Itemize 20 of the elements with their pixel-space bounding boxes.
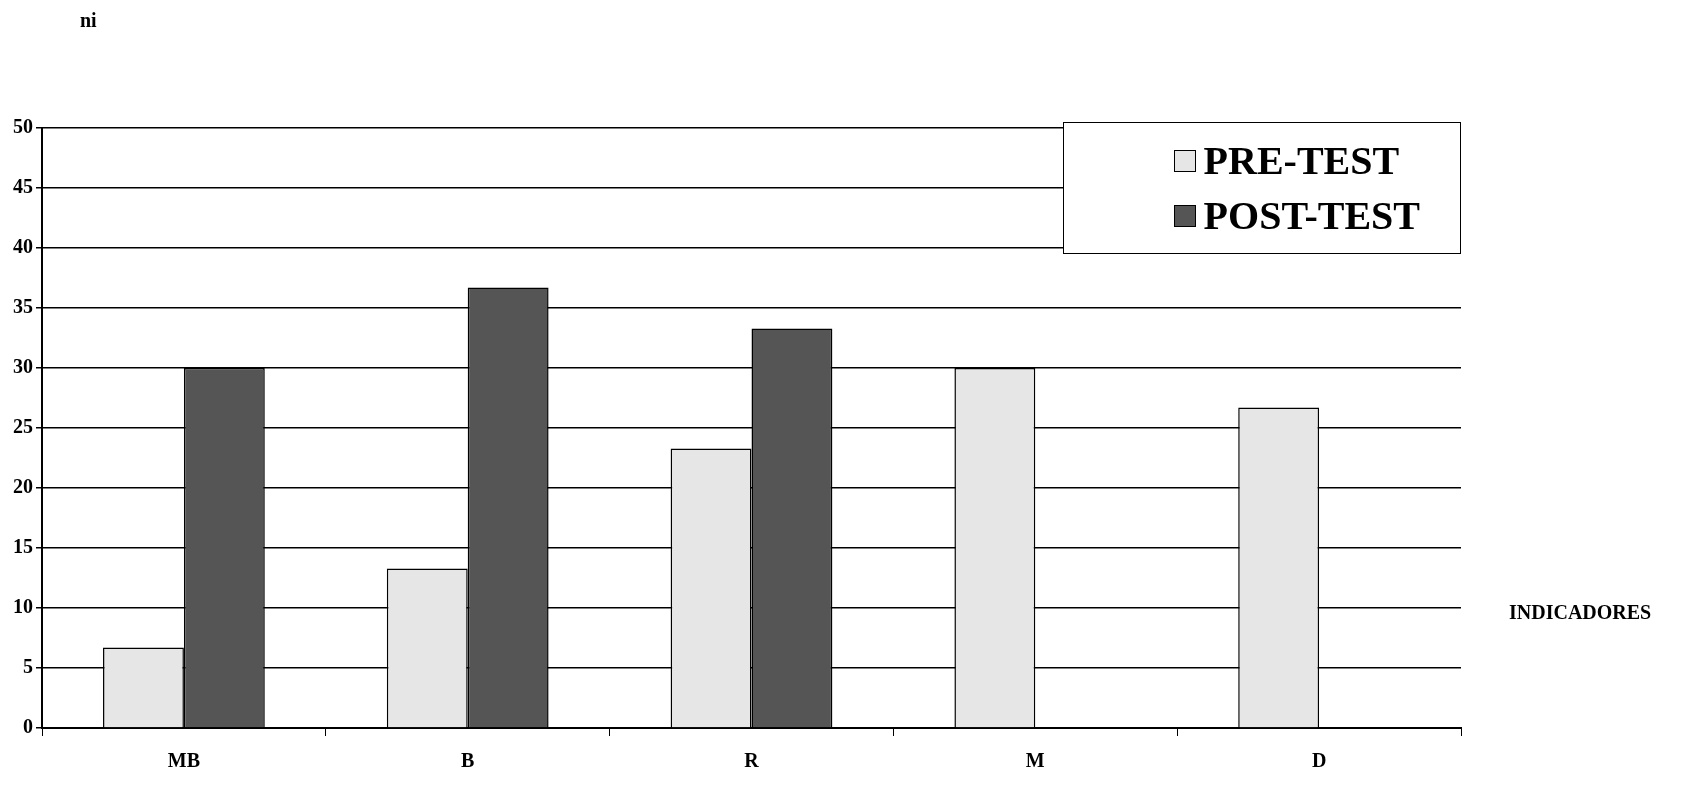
legend-label: POST-TEST [1203,192,1420,239]
y-tick-label: 50 [13,115,33,138]
legend-label: PRE-TEST [1203,137,1400,184]
y-tick-label: 20 [13,475,33,498]
x-tick-label: R [744,749,760,772]
y-tick-label: 0 [23,715,33,738]
y-tick-label: 15 [13,535,33,558]
x-tick-label: D [1311,749,1327,772]
y-tick-label: 10 [13,595,33,618]
x-tick-label: MB [167,749,201,772]
y-tick-label: 35 [13,295,33,318]
x-axis-title: INDICADORES [1509,601,1652,624]
y-tick-label: 25 [13,415,33,438]
y-axis-title: ni [80,9,98,32]
y-tick-label: 45 [13,175,33,198]
y-tick-label: 40 [13,235,33,258]
y-tick-label: 30 [13,355,33,378]
x-tick-label: M [1025,749,1045,772]
x-tick-label: B [461,749,475,772]
y-tick-label: 5 [23,655,33,678]
